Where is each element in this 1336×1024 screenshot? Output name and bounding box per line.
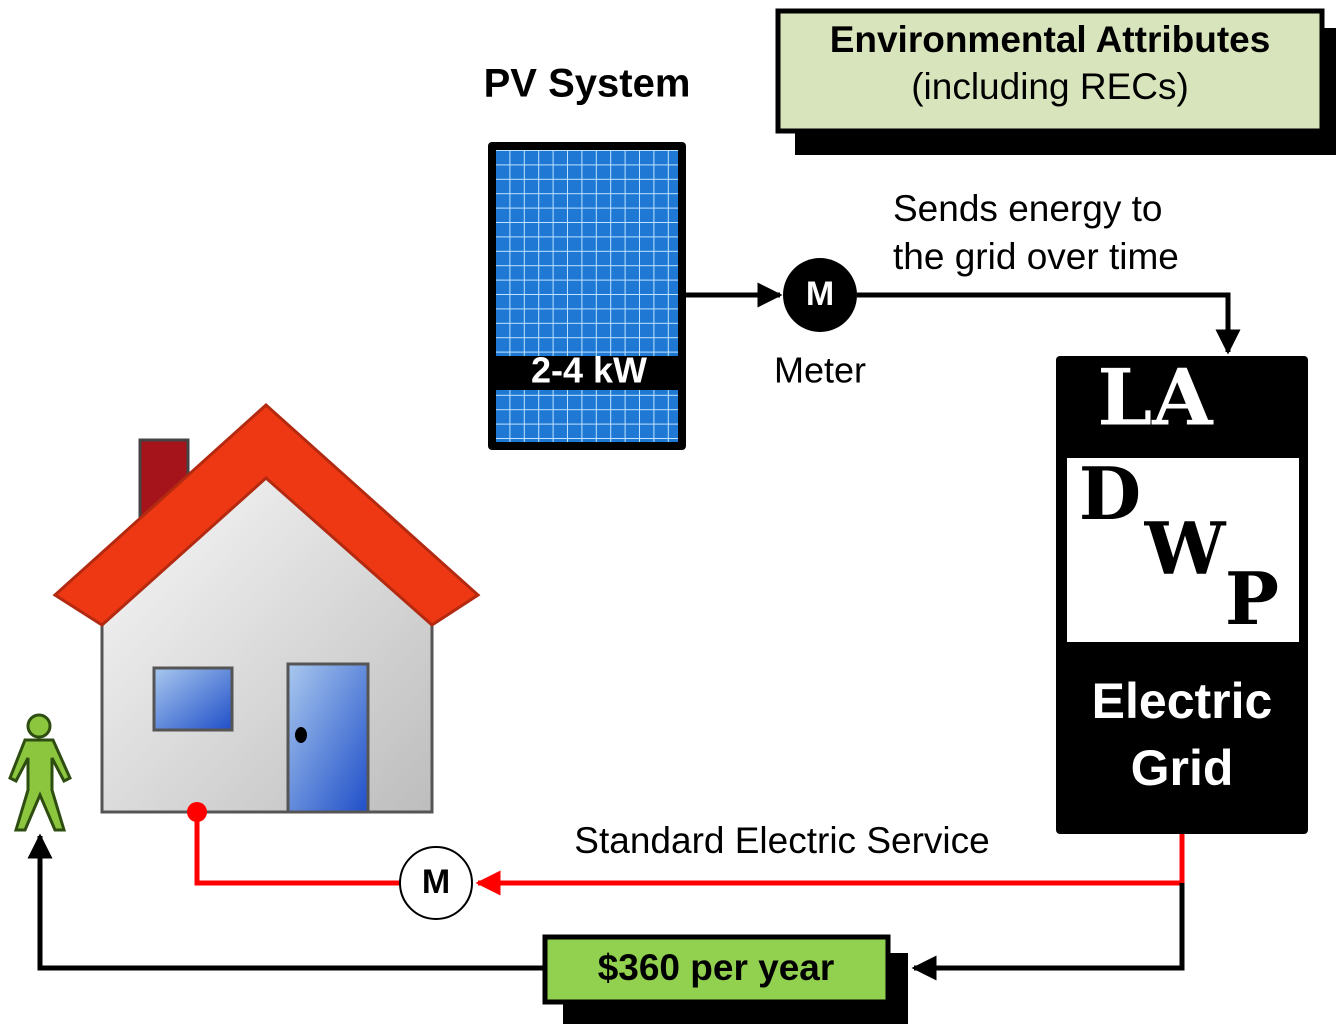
logo-letter: W	[1144, 506, 1227, 591]
flow-label: the grid over time	[893, 236, 1179, 277]
door-knob	[295, 727, 307, 743]
meter-symbol: M	[422, 863, 450, 901]
panel-label: 2-4 kW	[531, 350, 647, 391]
service-line	[197, 812, 400, 883]
logo-letter: D	[1079, 451, 1141, 536]
meter-symbol: M	[806, 275, 834, 313]
env-subtitle: (including RECs)	[911, 66, 1189, 107]
person	[10, 715, 70, 830]
env-title: Environmental Attributes	[830, 19, 1271, 60]
payment-line	[914, 883, 1182, 968]
payment-line	[40, 836, 545, 968]
flow-label: Sends energy to	[893, 188, 1162, 229]
window	[154, 668, 232, 730]
arrow	[857, 295, 1228, 352]
diagram: Environmental Attributes (including RECs…	[0, 0, 1336, 1024]
service-label: Standard Electric Service	[574, 820, 989, 861]
page: {"pv_system":{"title":"PV System","panel…	[0, 0, 1336, 1024]
utility-label: Electric	[1092, 673, 1273, 729]
logo-text: LA	[1097, 353, 1214, 444]
connection-dot	[187, 802, 207, 822]
meter-label: Meter	[774, 350, 866, 391]
logo-letter: P	[1225, 556, 1279, 641]
panel-cells	[496, 150, 678, 442]
pv-title: PV System	[484, 62, 691, 106]
utility-label: Grid	[1131, 740, 1234, 796]
payment-label: $360 per year	[598, 947, 835, 988]
